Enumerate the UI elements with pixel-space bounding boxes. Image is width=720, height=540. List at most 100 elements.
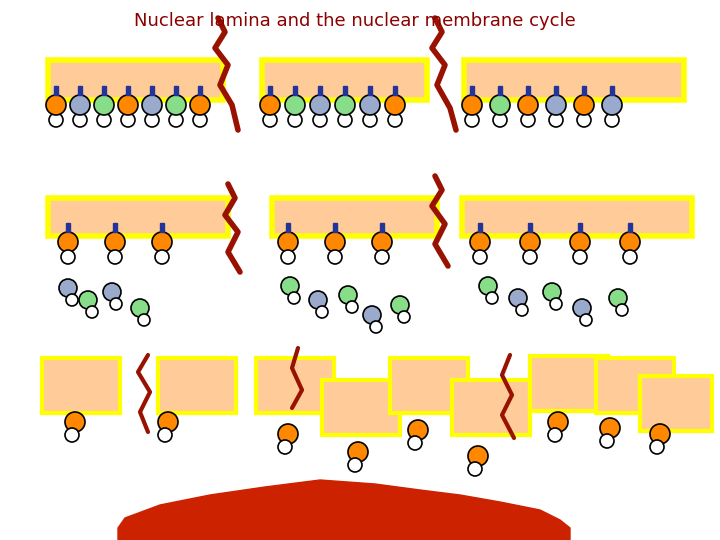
Circle shape (103, 283, 121, 301)
Bar (113, 223, 117, 232)
Circle shape (549, 113, 563, 127)
Circle shape (288, 292, 300, 304)
Bar (318, 86, 322, 95)
Bar (174, 86, 178, 95)
Circle shape (152, 232, 172, 252)
Bar (393, 86, 397, 95)
Circle shape (493, 113, 507, 127)
Bar (333, 223, 337, 232)
Bar (262, 60, 427, 100)
Circle shape (325, 232, 345, 252)
Circle shape (623, 250, 637, 264)
Bar (42, 358, 120, 413)
Circle shape (391, 296, 409, 314)
Circle shape (468, 446, 488, 466)
Bar (54, 86, 58, 95)
Circle shape (546, 95, 566, 115)
Circle shape (462, 95, 482, 115)
Circle shape (328, 250, 342, 264)
Circle shape (574, 95, 594, 115)
Circle shape (470, 232, 490, 252)
Bar (150, 86, 154, 95)
Circle shape (609, 289, 627, 307)
Circle shape (372, 232, 392, 252)
Circle shape (288, 113, 302, 127)
Circle shape (121, 113, 135, 127)
Circle shape (338, 113, 352, 127)
Circle shape (65, 412, 85, 432)
Bar (530, 356, 608, 411)
Bar (628, 223, 632, 232)
Circle shape (468, 462, 482, 476)
Circle shape (523, 250, 537, 264)
Bar (470, 86, 474, 95)
Circle shape (388, 113, 402, 127)
Circle shape (465, 113, 479, 127)
Circle shape (408, 420, 428, 440)
Bar (102, 86, 106, 95)
Bar (286, 223, 290, 232)
Circle shape (509, 289, 527, 307)
Bar (272, 198, 437, 236)
Bar (158, 358, 236, 413)
Circle shape (370, 321, 382, 333)
Circle shape (281, 277, 299, 295)
Text: Nuclear lamina and the nuclear membrane cycle: Nuclear lamina and the nuclear membrane … (134, 12, 576, 30)
Circle shape (516, 304, 528, 316)
Circle shape (155, 250, 169, 264)
Circle shape (616, 304, 628, 316)
Bar (478, 223, 482, 232)
Circle shape (49, 113, 63, 127)
Bar (526, 86, 530, 95)
Circle shape (108, 250, 122, 264)
Circle shape (190, 95, 210, 115)
Bar (256, 358, 334, 413)
Bar (578, 223, 582, 232)
Circle shape (278, 440, 292, 454)
Circle shape (65, 428, 79, 442)
Circle shape (521, 113, 535, 127)
Circle shape (600, 434, 614, 448)
Circle shape (348, 458, 362, 472)
Circle shape (281, 250, 295, 264)
Circle shape (46, 95, 66, 115)
Bar (554, 86, 558, 95)
Circle shape (278, 232, 298, 252)
Circle shape (66, 294, 78, 306)
Bar (126, 86, 130, 95)
Circle shape (518, 95, 538, 115)
Bar (48, 198, 228, 236)
Bar (462, 198, 692, 236)
Circle shape (479, 277, 497, 295)
Bar (596, 358, 674, 413)
Circle shape (97, 113, 111, 127)
Circle shape (486, 292, 498, 304)
Bar (528, 223, 532, 232)
Circle shape (339, 286, 357, 304)
Circle shape (363, 306, 381, 324)
Circle shape (548, 428, 562, 442)
Circle shape (59, 279, 77, 297)
Circle shape (348, 442, 368, 462)
Circle shape (360, 95, 380, 115)
Circle shape (118, 95, 138, 115)
Circle shape (650, 440, 664, 454)
Circle shape (158, 412, 178, 432)
Circle shape (70, 95, 90, 115)
Circle shape (278, 424, 298, 444)
Circle shape (158, 428, 172, 442)
Bar (452, 380, 530, 435)
Circle shape (520, 232, 540, 252)
Circle shape (335, 95, 355, 115)
Circle shape (550, 298, 562, 310)
Circle shape (285, 95, 305, 115)
Circle shape (313, 113, 327, 127)
Circle shape (543, 283, 561, 301)
Bar (78, 86, 82, 95)
Bar (48, 60, 223, 100)
Bar (368, 86, 372, 95)
Circle shape (94, 95, 114, 115)
Circle shape (169, 113, 183, 127)
Circle shape (260, 95, 280, 115)
Bar (390, 358, 468, 413)
